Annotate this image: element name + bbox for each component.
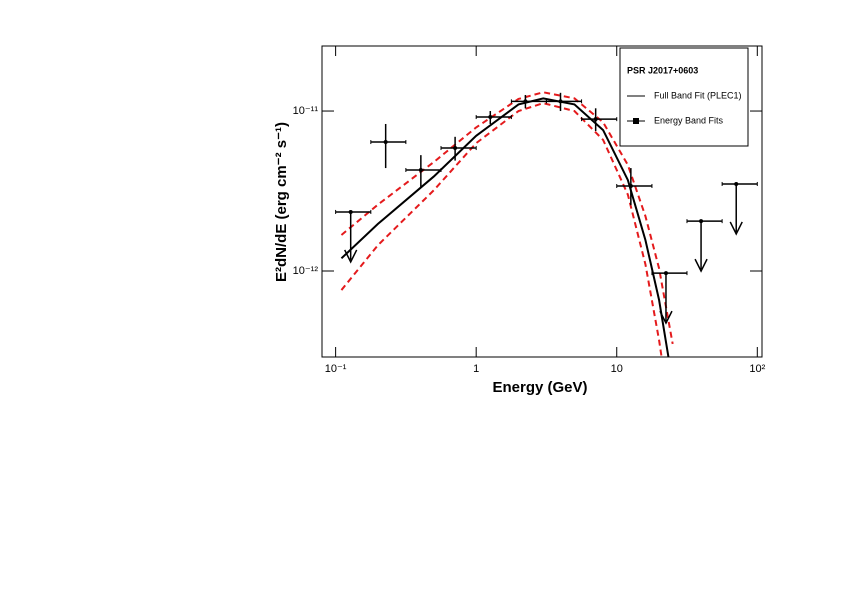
plot-area	[335, 91, 758, 357]
data-point	[418, 167, 423, 172]
data-point	[593, 117, 598, 122]
data-point	[558, 99, 563, 104]
x-tick-label: 10⁻¹	[325, 363, 347, 375]
data-point	[663, 271, 668, 276]
data-point	[628, 183, 633, 188]
y-tick-label: 10⁻¹²	[293, 265, 319, 277]
upper-limit-head	[729, 221, 743, 236]
legend-label: Full Band Fit (PLEC1)	[654, 90, 742, 100]
data-point	[383, 140, 388, 145]
data-point	[523, 99, 528, 104]
fit-curve	[340, 102, 663, 357]
x-tick-label: 1	[473, 363, 479, 375]
data-point	[488, 115, 493, 120]
legend-swatch	[633, 118, 639, 124]
legend-label: Energy Band Fits	[654, 115, 724, 125]
data-point	[453, 146, 458, 151]
plot-frame	[321, 45, 763, 358]
data-point	[699, 219, 704, 224]
y-axis-title: E²dN/dE (erg cm⁻² s⁻¹)	[273, 122, 290, 282]
legend-title: PSR J2017+0603	[627, 65, 698, 75]
legend-box	[619, 47, 749, 147]
x-tick-label: 10²	[749, 363, 765, 375]
data-point	[734, 181, 739, 186]
upper-limit-head	[694, 258, 708, 273]
upper-limit-head	[344, 249, 358, 264]
upper-limit-head	[659, 310, 673, 325]
y-tick-label: 10⁻¹¹	[293, 105, 319, 117]
data-point	[348, 209, 353, 214]
x-tick-label: 10	[611, 363, 623, 375]
x-axis-title: Energy (GeV)	[492, 379, 587, 396]
fit-curve	[340, 91, 674, 345]
